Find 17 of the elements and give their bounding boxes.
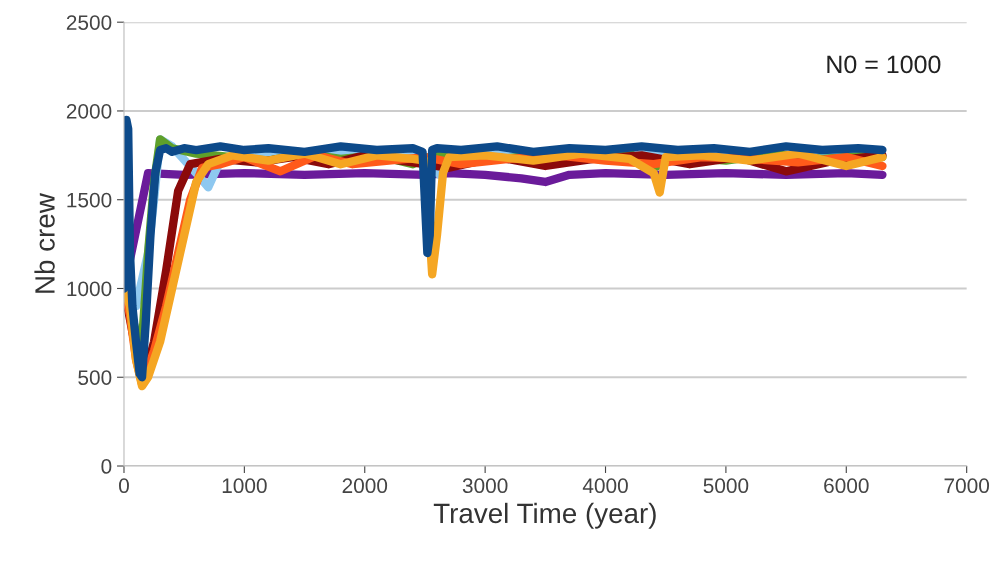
y-tick-label: 1500 bbox=[67, 192, 112, 208]
y-tick-label: 1000 bbox=[67, 281, 112, 297]
x-tick-label: 2000 bbox=[342, 478, 388, 494]
annotation: N0 = 1000 bbox=[827, 55, 941, 74]
y-axis-title: Nb crew bbox=[34, 193, 55, 293]
x-tick-label: 5000 bbox=[703, 478, 749, 494]
x-tick-label: 3000 bbox=[462, 478, 508, 494]
x-tick-label: 4000 bbox=[582, 478, 628, 494]
x-axis-title: Travel Time (year) bbox=[433, 502, 656, 529]
y-tick-label: 500 bbox=[78, 370, 112, 385]
x-tick-label: 0 bbox=[119, 478, 129, 494]
x-tick-label: 1000 bbox=[222, 478, 267, 494]
y-tick-label: 0 bbox=[101, 459, 112, 474]
x-tick-label: 7000 bbox=[944, 478, 990, 494]
y-tick-label: 2000 bbox=[66, 103, 112, 119]
x-tick-label: 6000 bbox=[824, 478, 869, 494]
y-tick-label: 2500 bbox=[66, 15, 112, 30]
